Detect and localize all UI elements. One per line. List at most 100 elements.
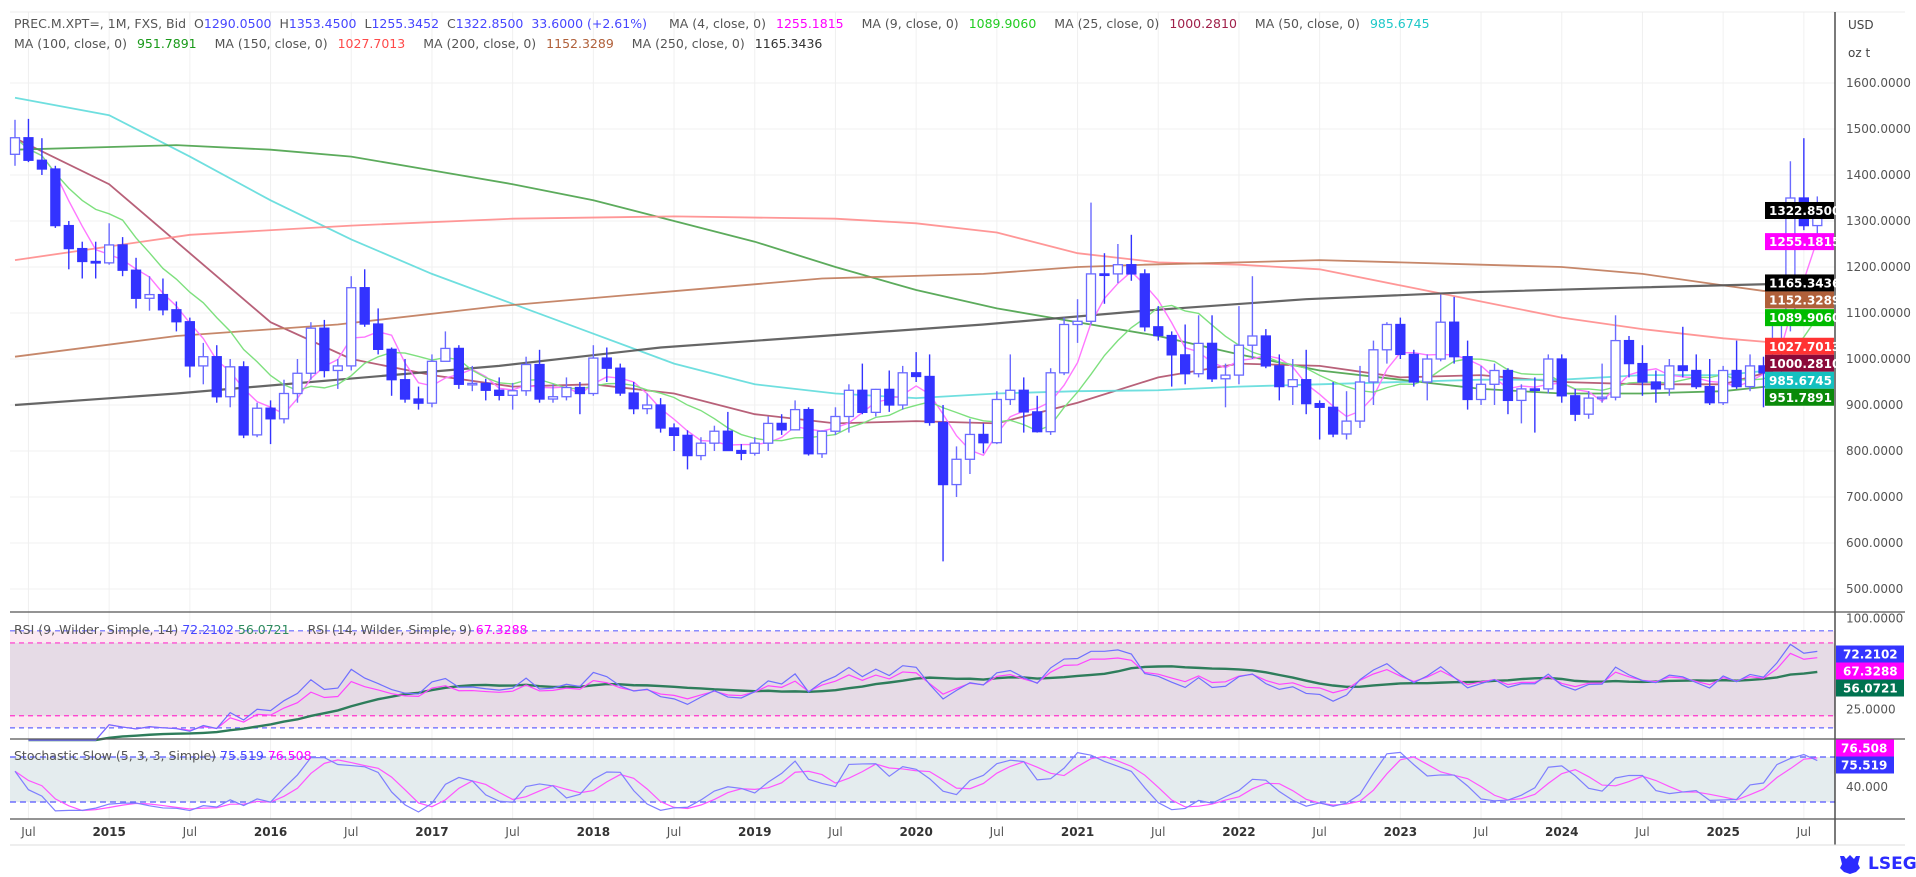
candle-body <box>184 321 196 367</box>
rsi-label-text: 67.3288 <box>1843 665 1898 679</box>
candle-body <box>1287 379 1298 388</box>
rsi-label-text: 72.2102 <box>1843 648 1898 662</box>
candle-body <box>1032 411 1043 433</box>
candle-body <box>695 442 707 457</box>
candle-body <box>1731 369 1742 388</box>
candle-body <box>1475 383 1487 401</box>
candle <box>763 416 774 451</box>
candle <box>642 393 653 415</box>
candle <box>1395 317 1406 359</box>
candle <box>467 365 478 392</box>
moving-average-lines <box>14 96 1818 457</box>
candle-body <box>1018 389 1029 413</box>
candle-body <box>1354 381 1366 422</box>
candle <box>1543 354 1554 394</box>
stochastic-d-line <box>14 755 1818 812</box>
candle <box>601 347 612 382</box>
price-label-text: 1255.1815 <box>1769 235 1840 249</box>
candle-body <box>265 407 276 420</box>
rsi-tick-label: 100.0000 <box>1846 612 1903 626</box>
candle <box>722 411 733 452</box>
candle <box>1610 315 1621 401</box>
candle <box>520 356 532 396</box>
candle <box>1556 354 1567 403</box>
stochastic-tick-label: 40.000 <box>1846 780 1888 794</box>
candle-body <box>480 382 491 391</box>
candle <box>1005 354 1016 405</box>
candle-body <box>63 224 74 250</box>
candle <box>1475 365 1487 405</box>
candle-body <box>1085 273 1097 322</box>
candle-body <box>1058 323 1070 374</box>
candle-body <box>1153 326 1164 337</box>
candle-body <box>816 430 828 455</box>
candle-body <box>1502 369 1514 402</box>
candle <box>1274 354 1285 401</box>
price-value-label: 1165.3436 <box>1765 274 1840 292</box>
candle <box>615 363 626 396</box>
price-tick-label: 1500.0000 <box>1846 122 1911 136</box>
rsi-panel <box>10 630 1835 742</box>
candle-body <box>1327 406 1339 435</box>
time-tick-label: 2020 <box>899 825 932 839</box>
candle-body <box>104 244 115 264</box>
time-tick-label: 2022 <box>1222 825 1255 839</box>
candle <box>1045 368 1056 435</box>
rsi14-label: RSI (14, Wilder, Simple, 9) <box>307 622 472 637</box>
candle <box>682 430 693 470</box>
candle <box>1287 359 1298 405</box>
candle-body <box>520 363 532 392</box>
rsi-label-background <box>1836 662 1904 680</box>
candle-body <box>23 137 34 161</box>
candle-body <box>77 247 88 263</box>
candle-body <box>1704 385 1715 404</box>
candle <box>1664 359 1675 396</box>
time-tick-label: 2017 <box>415 825 448 839</box>
ma-legend-value: 1027.7013 <box>337 36 406 51</box>
candle-body <box>830 415 841 432</box>
candle <box>978 423 989 454</box>
candle-body <box>749 442 760 454</box>
candle <box>695 437 707 461</box>
price-label-text: 1322.8500 <box>1769 204 1840 218</box>
candle <box>1744 354 1756 392</box>
price-tick-label: 900.0000 <box>1846 398 1903 412</box>
candle <box>991 391 1002 445</box>
candle-body <box>1422 358 1433 383</box>
candle <box>1731 340 1742 389</box>
candle-body <box>534 363 545 400</box>
candle-body <box>50 168 61 227</box>
candle <box>36 138 48 175</box>
candle <box>1247 276 1258 359</box>
ma-legend-value: 1255.1815 <box>776 16 844 31</box>
open-label: O <box>194 16 204 31</box>
candle <box>1139 269 1150 332</box>
price-tick-label: 800.0000 <box>1846 444 1903 458</box>
candle-body <box>386 348 397 381</box>
lseg-logo: LSEG <box>1838 854 1916 874</box>
candle-body <box>937 421 949 486</box>
candle <box>480 378 491 401</box>
time-tick-label: 2025 <box>1706 825 1739 839</box>
candle-body <box>615 367 626 394</box>
candle-body <box>1005 389 1016 401</box>
price-value-label: 1089.9060 <box>1765 309 1840 327</box>
candle <box>426 354 438 408</box>
candle <box>789 400 801 431</box>
candle-body <box>238 366 249 436</box>
ma-legend-label: MA (250, close, 0) <box>631 36 745 51</box>
candle-body <box>117 244 128 271</box>
candle-body <box>628 392 639 410</box>
ma-legend-label: MA (9, close, 0) <box>861 16 959 31</box>
candle-body <box>1691 369 1702 388</box>
candle-body <box>843 389 855 418</box>
candle <box>588 345 599 396</box>
candle <box>1449 296 1460 364</box>
time-tick-label: Jul <box>182 825 197 839</box>
candle-body <box>991 398 1002 444</box>
candle-body <box>399 379 411 400</box>
candle-body <box>1381 323 1393 351</box>
candle <box>1018 377 1029 433</box>
chart-legend-line-2: MA (100, close, 0) 951.7891 MA (150, close… <box>14 36 830 51</box>
